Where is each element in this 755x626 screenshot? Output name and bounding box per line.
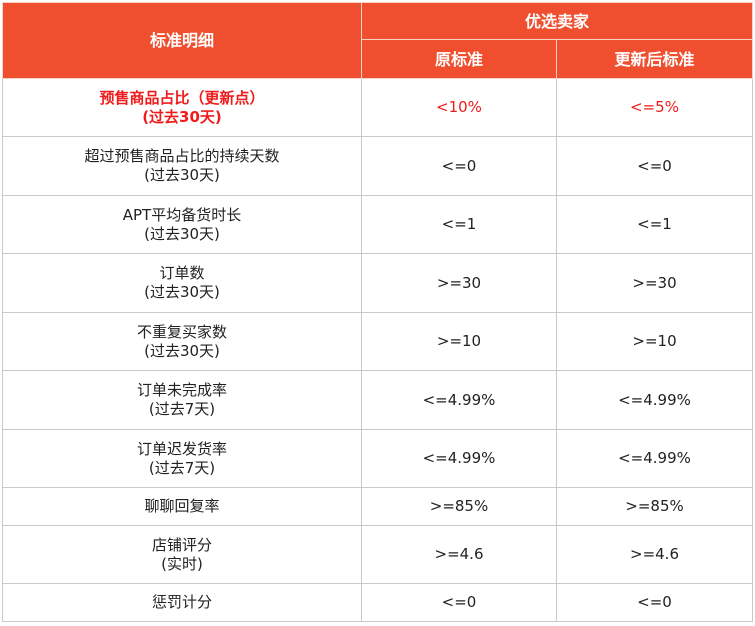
criterion-name: 惩罚计分	[2, 583, 362, 622]
updated-value: <=1	[555, 195, 754, 254]
original-value: <=0	[361, 136, 557, 196]
table-row: 订单未完成率 (过去7天) <=4.99% <=4.99%	[2, 370, 754, 430]
criterion-name-line2: (过去30天)	[144, 283, 220, 301]
criterion-name-line1: 预售商品占比（更新点）	[99, 88, 265, 107]
original-value: <=1	[361, 195, 557, 254]
updated-value: >=10	[555, 312, 754, 371]
original-standard-header: 原标准	[361, 39, 557, 79]
original-value: <=4.99%	[361, 429, 557, 488]
criterion-name: 订单数 (过去30天)	[2, 253, 362, 313]
original-value: >=85%	[361, 487, 557, 526]
updated-value: <=0	[555, 583, 754, 622]
table-row: APT平均备货时长 (过去30天) <=1 <=1	[2, 195, 754, 254]
criterion-name-line2: (过去7天)	[148, 400, 216, 418]
detail-header: 标准明细	[2, 2, 362, 79]
header-row-2: 原标准 更新后标准	[3, 39, 754, 79]
criterion-name: 不重复买家数 (过去30天)	[2, 312, 362, 371]
original-value: >=4.6	[361, 525, 557, 584]
criterion-name: 店铺评分 (实时)	[2, 525, 362, 584]
criterion-name-line1: 超过预售商品占比的持续天数	[84, 147, 280, 165]
criterion-name-line2: (过去30天)	[142, 107, 222, 126]
criterion-name-line1: 订单迟发货率	[136, 439, 227, 458]
original-value: >=30	[361, 253, 557, 313]
header-row-1: 标准明细 优选卖家	[2, 2, 754, 79]
updated-value: <=5%	[555, 78, 754, 137]
criterion-name-line1: APT平均备货时长	[122, 205, 242, 224]
original-value: <=0	[361, 583, 557, 622]
table-row: 店铺评分 (实时) >=4.6 >=4.6	[2, 525, 754, 584]
criterion-name-line1: 惩罚计分	[151, 593, 212, 611]
table-row: 订单数 (过去30天) >=30 >=30	[2, 253, 754, 313]
updated-value: <=0	[555, 136, 754, 196]
table-row: 超过预售商品占比的持续天数 (过去30天) <=0 <=0	[2, 136, 754, 196]
original-value: <10%	[361, 78, 557, 137]
table-row: 聊聊回复率 >=85% >=85%	[2, 487, 754, 526]
criterion-name-line1: 聊聊回复率	[144, 497, 220, 515]
updated-standard-header: 更新后标准	[555, 39, 754, 79]
criterion-name: 超过预售商品占比的持续天数 (过去30天)	[2, 136, 362, 196]
criterion-name: 预售商品占比（更新点） (过去30天)	[2, 78, 362, 137]
table-row: 不重复买家数 (过去30天) >=10 >=10	[2, 312, 754, 371]
updated-value: >=4.6	[555, 525, 754, 584]
updated-value: >=30	[555, 253, 754, 313]
criterion-name-line2: (过去30天)	[144, 341, 220, 360]
criterion-name: 订单迟发货率 (过去7天)	[2, 429, 362, 488]
preferred-seller-header: 优选卖家	[360, 2, 754, 40]
table-row: 订单迟发货率 (过去7天) <=4.99% <=4.99%	[2, 429, 754, 488]
criterion-name-line1: 不重复买家数	[136, 322, 227, 341]
updated-value: <=4.99%	[555, 370, 754, 430]
table-row: 预售商品占比（更新点） (过去30天) <10% <=5%	[2, 78, 754, 137]
updated-value: >=85%	[555, 487, 754, 526]
criterion-name-line1: 订单数	[159, 264, 205, 282]
criterion-name-line2: (过去30天)	[144, 224, 220, 243]
criterion-name: 订单未完成率 (过去7天)	[2, 370, 362, 430]
updated-value: <=4.99%	[555, 429, 754, 488]
criterion-name: 聊聊回复率	[2, 487, 362, 526]
original-value: >=10	[361, 312, 557, 371]
table-row: 惩罚计分 <=0 <=0	[2, 583, 754, 622]
original-value: <=4.99%	[361, 370, 557, 430]
criterion-name-line1: 订单未完成率	[136, 381, 227, 399]
criterion-name-line2: (过去30天)	[144, 166, 220, 184]
criterion-name-line2: (实时)	[161, 554, 203, 573]
criterion-name-line1: 店铺评分	[151, 535, 212, 554]
criterion-name-line2: (过去7天)	[148, 458, 216, 477]
criterion-name: APT平均备货时长 (过去30天)	[2, 195, 362, 254]
